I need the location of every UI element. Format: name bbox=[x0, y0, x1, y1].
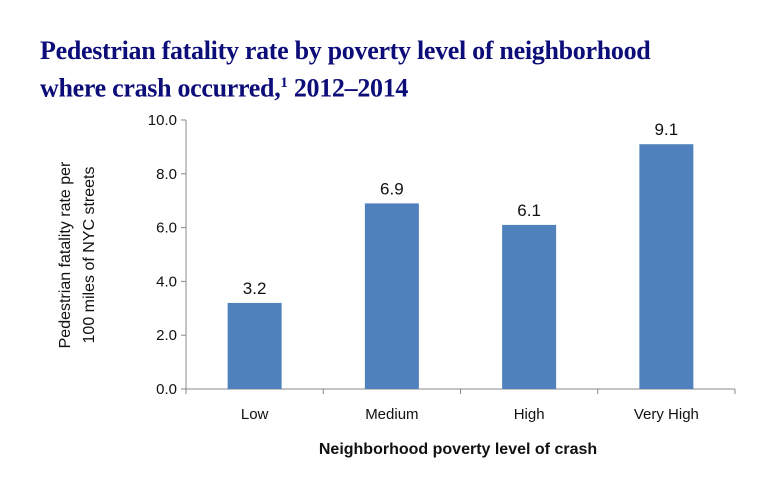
y-tick-label: 8.0 bbox=[156, 166, 177, 183]
y-axis-label-line2: 100 miles of NYC streets bbox=[81, 167, 98, 344]
x-tick-label: Medium bbox=[365, 406, 418, 423]
title-years: 2012–2014 bbox=[293, 73, 409, 103]
bar-very-high bbox=[639, 144, 694, 389]
x-tick-label: Low bbox=[241, 406, 269, 423]
y-axis: 0.0 2.0 4.0 6.0 8.0 10.0 bbox=[148, 112, 187, 398]
title-line1: Pedestrian fatality rate by poverty leve… bbox=[40, 36, 651, 65]
data-label: 6.9 bbox=[380, 179, 404, 198]
x-tick-label: Very High bbox=[634, 406, 699, 423]
bar-medium bbox=[364, 203, 419, 389]
bar-low bbox=[227, 302, 282, 389]
x-axis: Low Medium High Very High bbox=[185, 388, 736, 423]
y-tick-label: 2.0 bbox=[156, 327, 177, 344]
title-footnote: 1 bbox=[280, 75, 288, 91]
bar-high bbox=[502, 224, 557, 389]
data-label: 6.1 bbox=[517, 201, 541, 220]
data-label: 3.2 bbox=[243, 279, 267, 298]
bars: 3.2 6.9 6.1 9.1 bbox=[227, 120, 694, 389]
y-tick-label: 10.0 bbox=[148, 112, 177, 129]
chart-title: Pedestrian fatality rate by poverty leve… bbox=[40, 34, 651, 105]
y-tick-label: 0.0 bbox=[156, 381, 177, 398]
x-tick-label: High bbox=[514, 406, 545, 423]
y-tick-label: 6.0 bbox=[156, 220, 177, 237]
data-label: 9.1 bbox=[655, 120, 679, 139]
y-tick-label: 4.0 bbox=[156, 273, 177, 290]
x-axis-label: Neighborhood poverty level of crash bbox=[319, 441, 597, 458]
title-line2: where crash occurred, bbox=[40, 73, 281, 103]
y-axis-label-line1: Pedestrian fatality rate per bbox=[57, 161, 74, 348]
